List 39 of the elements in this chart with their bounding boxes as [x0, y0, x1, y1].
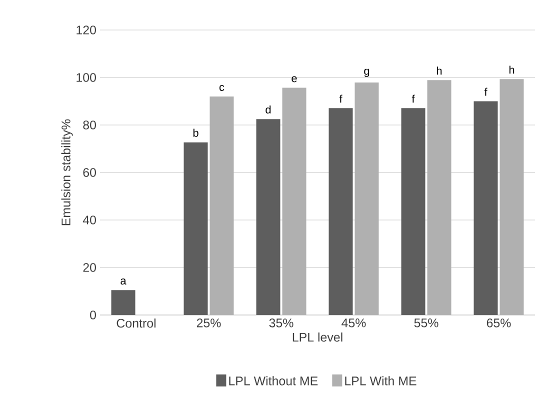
data-label: b	[193, 128, 198, 137]
bar	[427, 80, 452, 315]
data-label: e	[292, 76, 297, 82]
x-tick-label: 45%	[342, 318, 366, 328]
y-tick-label: 40	[82, 216, 96, 224]
y-tick-label: 0	[90, 310, 96, 320]
bar	[401, 108, 426, 315]
y-axis-title: Emulsion stability%	[61, 119, 73, 226]
data-label: f	[412, 94, 415, 103]
x-tick-label: 55%	[414, 318, 438, 328]
bar	[328, 108, 353, 315]
data-label: c	[219, 84, 224, 91]
x-tick-label: 25%	[196, 318, 221, 328]
data-label: f	[339, 94, 342, 103]
y-tick-label: 100	[76, 73, 96, 82]
data-label: f	[484, 88, 488, 96]
bar	[256, 119, 280, 315]
y-tick-label: 80	[83, 120, 96, 130]
bar	[282, 88, 306, 315]
data-label: h	[509, 66, 514, 74]
y-tick-label: 20	[83, 263, 96, 272]
x-tick-label: Control	[116, 318, 156, 328]
bar	[354, 82, 379, 315]
data-label: a	[120, 278, 126, 285]
bar	[184, 142, 208, 315]
y-tick-label: 120	[76, 26, 96, 34]
x-axis-title: LPL level	[292, 332, 342, 342]
bar	[210, 96, 234, 315]
bar	[500, 79, 524, 315]
bar	[474, 101, 498, 315]
data-label: d	[266, 105, 271, 114]
x-tick-label: 35%	[269, 318, 294, 328]
legend-label: LPL Without ME	[229, 376, 318, 386]
y-tick-label: 60	[83, 168, 96, 177]
data-label: h	[436, 66, 442, 75]
data-label: g	[364, 68, 370, 77]
legend-label: LPL With ME	[345, 376, 416, 386]
bar	[111, 290, 136, 315]
x-tick-label: 65%	[486, 318, 511, 328]
